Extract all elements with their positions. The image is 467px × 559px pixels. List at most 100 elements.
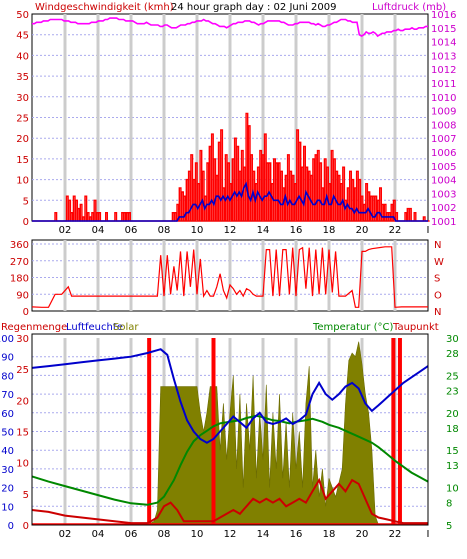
temperature-tick-label: 25 bbox=[446, 371, 459, 382]
temperature-tick-label: 20 bbox=[446, 409, 459, 420]
direction-tick-label: 360 bbox=[10, 240, 29, 251]
x-tick-label: 16 bbox=[290, 225, 303, 236]
direction-tick-label: 180 bbox=[10, 274, 29, 285]
series-wind-direction bbox=[31, 246, 428, 308]
rain-tick-label: 0 bbox=[23, 521, 29, 532]
humidity-tick-label: 10 bbox=[1, 502, 14, 513]
direction-tick-label: 90 bbox=[16, 290, 29, 301]
wind-axis-label: Windgeschwindigkeit (kmh) bbox=[35, 2, 174, 13]
x-tick-label: 12 bbox=[224, 225, 237, 236]
rain-tick-label: 25 bbox=[16, 365, 29, 376]
pressure-tick-label: 1005 bbox=[431, 162, 456, 173]
rain-tick-label: 20 bbox=[16, 396, 29, 407]
x-tick-label: 04 bbox=[92, 529, 105, 540]
wind-tick-label: 50 bbox=[16, 10, 29, 21]
x-tick-label: 20 bbox=[356, 225, 369, 236]
series-dewpoint bbox=[31, 477, 428, 525]
temperature-axis-label: Temperatur (°C) bbox=[312, 322, 393, 333]
solar-label: Solar bbox=[113, 322, 139, 333]
pressure-tick-label: 1009 bbox=[431, 107, 456, 118]
humidity-tick-label: 50 bbox=[1, 428, 14, 439]
pressure-tick-label: 1003 bbox=[431, 189, 456, 200]
temperature-tick-label: 30 bbox=[446, 334, 459, 345]
wind-tick-label: 45 bbox=[16, 31, 29, 42]
rain-tick-label: 5 bbox=[23, 490, 29, 501]
pressure-tick-label: 1008 bbox=[431, 120, 456, 131]
pressure-tick-label: 1013 bbox=[431, 51, 456, 62]
humidity-tick-label: 100 bbox=[0, 334, 14, 345]
x-tick-label: I bbox=[427, 225, 430, 236]
x-tick-label: 14 bbox=[257, 225, 270, 236]
x-tick-label: 08 bbox=[158, 529, 171, 540]
panel3-series bbox=[31, 338, 429, 526]
wind-tick-label: 35 bbox=[16, 72, 29, 83]
wind-tick-label: 30 bbox=[16, 93, 29, 104]
x-tick-label: 12 bbox=[224, 529, 237, 540]
x-tick-label: 08 bbox=[158, 225, 171, 236]
humidity-tick-label: 70 bbox=[1, 390, 14, 401]
compass-label: W bbox=[434, 257, 444, 268]
panel1-grid bbox=[32, 14, 428, 221]
humidity-tick-label: 30 bbox=[1, 465, 14, 476]
x-tick-label: 14 bbox=[257, 529, 270, 540]
humidity-tick-label: 20 bbox=[1, 484, 14, 495]
pressure-tick-label: 1001 bbox=[431, 217, 456, 228]
rain-tick-label: 15 bbox=[16, 428, 29, 439]
panel3-axes: 0 10 20 30 40 50 60 70 80 90 100 0 5 10 15 20 25 30 5 8 10 13… bbox=[0, 334, 459, 540]
dewpoint-axis-label: Taupunkt bbox=[392, 322, 439, 333]
rain-axis-label: Regenmenge bbox=[1, 322, 67, 333]
pressure-tick-label: 1006 bbox=[431, 148, 456, 159]
humidity-tick-label: 0 bbox=[8, 521, 14, 532]
series-pressure bbox=[32, 17, 428, 38]
x-tick-label: I bbox=[427, 529, 430, 540]
wind-tick-label: 25 bbox=[16, 114, 29, 125]
wind-tick-label: 0 bbox=[23, 217, 29, 228]
wind-tick-label: 15 bbox=[16, 155, 29, 166]
panel2-series bbox=[31, 246, 428, 308]
wind-tick-label: 40 bbox=[16, 51, 29, 62]
pressure-tick-label: 1002 bbox=[431, 203, 456, 214]
pressure-tick-label: 1004 bbox=[431, 176, 456, 187]
temperature-tick-label: 18 bbox=[446, 424, 459, 435]
x-tick-label: 18 bbox=[323, 529, 336, 540]
pressure-axis-label: Luftdruck (mb) bbox=[372, 2, 446, 13]
humidity-axis-label: Luftfeuchte bbox=[66, 322, 123, 333]
x-tick-label: 22 bbox=[389, 529, 402, 540]
rain-tick-label: 30 bbox=[16, 334, 29, 345]
pressure-tick-label: 1014 bbox=[431, 38, 456, 49]
pressure-tick-label: 1016 bbox=[431, 10, 456, 21]
temperature-tick-label: 15 bbox=[446, 446, 459, 457]
x-tick-label: 02 bbox=[59, 529, 72, 540]
compass-label: N bbox=[434, 240, 441, 251]
humidity-tick-label: 40 bbox=[1, 446, 14, 457]
series-wind bbox=[32, 181, 428, 222]
humidity-tick-label: 60 bbox=[1, 409, 14, 420]
pressure-tick-label: 1011 bbox=[431, 79, 456, 90]
x-tick-label: 22 bbox=[389, 225, 402, 236]
x-tick-label: 16 bbox=[290, 529, 303, 540]
temperature-tick-label: 13 bbox=[446, 461, 459, 472]
temperature-tick-label: 23 bbox=[446, 386, 459, 397]
humidity-tick-label: 90 bbox=[1, 353, 14, 364]
wind-tick-label: 5 bbox=[23, 196, 29, 207]
x-tick-label: 02 bbox=[59, 225, 72, 236]
temperature-tick-label: 8 bbox=[446, 499, 452, 510]
pressure-tick-label: 1015 bbox=[431, 24, 456, 35]
panel-temp-humidity bbox=[31, 333, 429, 526]
temperature-tick-label: 10 bbox=[446, 484, 459, 495]
pressure-tick-label: 1010 bbox=[431, 93, 456, 104]
compass-label: S bbox=[434, 274, 440, 285]
pressure-tick-label: 1007 bbox=[431, 134, 456, 145]
x-tick-label: 10 bbox=[191, 225, 204, 236]
x-tick-label: 18 bbox=[323, 225, 336, 236]
panel1-series bbox=[32, 17, 430, 222]
rain-tick-label: 10 bbox=[16, 459, 29, 470]
x-tick-label: 20 bbox=[356, 529, 369, 540]
pressure-tick-label: 1012 bbox=[431, 65, 456, 76]
x-tick-label: 06 bbox=[125, 529, 138, 540]
direction-tick-label: 0 bbox=[23, 307, 29, 318]
compass-label: O bbox=[434, 290, 442, 301]
compass-label: N bbox=[434, 307, 441, 318]
